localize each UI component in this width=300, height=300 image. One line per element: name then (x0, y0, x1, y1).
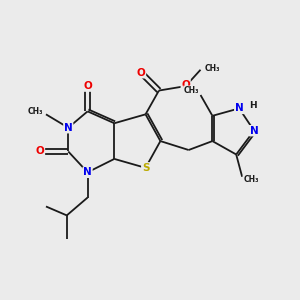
Text: H: H (249, 101, 256, 110)
Text: CH₃: CH₃ (205, 64, 220, 73)
Text: N: N (64, 123, 73, 133)
Text: CH₃: CH₃ (243, 175, 259, 184)
Text: CH₃: CH₃ (184, 86, 200, 95)
Text: N: N (235, 103, 244, 113)
Text: S: S (142, 163, 149, 173)
Text: O: O (181, 80, 190, 90)
Text: O: O (137, 68, 146, 78)
Text: O: O (36, 146, 44, 157)
Text: N: N (83, 167, 92, 177)
Text: N: N (250, 126, 258, 136)
Text: O: O (83, 81, 92, 91)
Text: CH₃: CH₃ (28, 107, 43, 116)
